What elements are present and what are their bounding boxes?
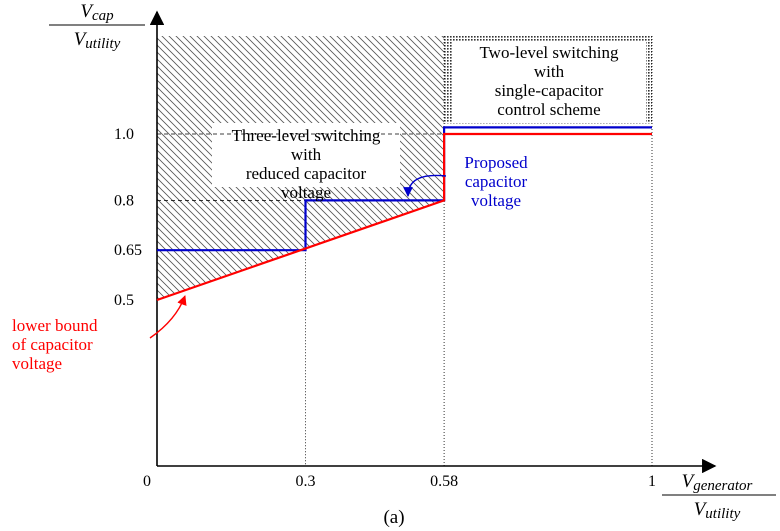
lower-bound-arrow [149, 295, 187, 339]
two-level-label-line: with [534, 62, 565, 81]
y-axis-label: Vcap Vutility [49, 1, 145, 52]
two-level-label-line: control scheme [497, 100, 600, 119]
three-level-label-line: reduced capacitor [246, 164, 367, 183]
proposed-arrow [403, 174, 447, 197]
two-level-label-box [452, 41, 646, 123]
three-level-label-line: with [291, 145, 322, 164]
y-tick-label: 0.8 [114, 192, 134, 209]
axis-label-numerator: Vcap [80, 1, 114, 24]
lower-bound-annotation-line: lower bound [12, 316, 98, 335]
series-proposed [157, 126, 652, 252]
lower-bound-annotation-line: voltage [12, 354, 62, 373]
proposed-label-box [448, 152, 544, 220]
two-level-label: Two-level switchingwithsingle-capacitorc… [479, 43, 619, 119]
x-tick-label: 0.3 [296, 473, 316, 490]
y-tick-label: 0.5 [114, 292, 134, 309]
axis-label-denominator: Vutility [694, 499, 741, 522]
two-level-label-line: Two-level switching [479, 43, 619, 62]
y-tick-label: 0.65 [114, 242, 142, 259]
three-level-label-line: voltage [281, 183, 331, 202]
y-tick-label: 1.0 [114, 126, 134, 143]
series-lower-bound [156, 132, 652, 302]
axis-label-denominator: Vutility [74, 29, 121, 52]
proposed-annotation-line: voltage [471, 191, 521, 210]
x-tick-label: 1 [648, 473, 656, 490]
series-layer [156, 126, 652, 302]
lower-bound-annotation-line: of capacitor [12, 335, 93, 354]
axes [149, 10, 717, 474]
proposed-annotation-line: capacitor [465, 172, 528, 191]
x-tick-label: 0 [143, 473, 151, 490]
two-level-label-line: single-capacitor [495, 81, 604, 100]
x-tick-label: 0.58 [430, 473, 458, 490]
annotation-arrows [149, 174, 447, 339]
axis-label-numerator: Vgenerator [682, 471, 753, 494]
figure-caption: (a) [383, 507, 404, 528]
tick-layer: 0 0.3 0.58 10.50.650.81.0VcapVutilityVgener… [49, 1, 776, 522]
three-level-label-line: Three-level switching [232, 126, 381, 145]
proposed-annotation-line: Proposed [464, 153, 528, 172]
x-axis-label: Vgenerator Vutility [662, 471, 776, 522]
